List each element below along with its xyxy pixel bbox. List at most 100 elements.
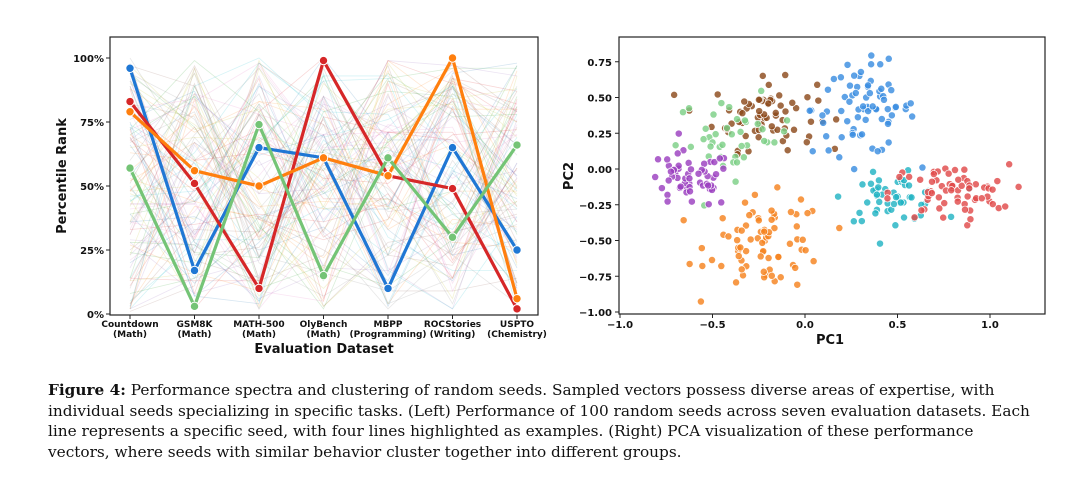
scatter-point-blue (858, 130, 866, 139)
background-seed-line (129, 121, 518, 297)
background-seed-line (129, 111, 518, 244)
scatter-point-orange (737, 265, 746, 274)
scatter-point-cyan (874, 176, 883, 185)
background-seed-line (129, 88, 518, 263)
scatter-point-orange (708, 256, 716, 264)
scatter-point-red (895, 172, 904, 181)
scatter-point-blue (843, 117, 852, 126)
background-seed-line (129, 62, 518, 256)
scatter-point-blue (884, 54, 893, 63)
scatter-point-orange (737, 226, 746, 235)
left-x-tick-label: (Math) (113, 330, 147, 340)
scatter-point-light-green (723, 124, 731, 132)
scatter-point-brown (806, 117, 815, 126)
scatter-point-blue (823, 85, 832, 94)
scatter-point-cyan (872, 190, 881, 199)
scatter-point-orange (696, 297, 705, 306)
scatter-point-blue (843, 60, 852, 69)
scatter-point-blue (808, 147, 817, 156)
point-seed-red (512, 304, 522, 314)
scatter-point-purple (704, 181, 713, 190)
background-seed-line (129, 90, 518, 284)
point-seed-blue (254, 142, 264, 153)
scatter-point-purple (686, 187, 694, 196)
scatter-point-cyan (907, 193, 916, 202)
scatter-point-blue (837, 133, 846, 142)
scatter-point-red (1014, 182, 1023, 191)
background-seed-line (129, 98, 518, 284)
scatter-point-orange (791, 263, 800, 272)
scatter-point-brown (738, 109, 747, 118)
scatter-point-brown (790, 125, 798, 134)
scatter-point-cyan (863, 198, 872, 207)
scatter-point-purple (712, 170, 721, 179)
scatter-point-orange (764, 254, 773, 263)
scatter-point-cyan (834, 192, 843, 201)
point-seed-orange (254, 181, 264, 191)
background-seed-line (129, 66, 518, 309)
left-x-tick-label: (Math) (178, 330, 212, 340)
scatter-point-purple (685, 174, 694, 183)
scatter-point-red (905, 172, 914, 181)
background-seed-line (129, 67, 518, 210)
background-seed-line (129, 75, 518, 287)
scatter-point-light-green (733, 115, 741, 124)
scatter-point-cyan (858, 180, 867, 189)
scatter-point-orange (767, 271, 776, 280)
scatter-point-blue (887, 111, 896, 120)
scatter-point-blue (861, 115, 870, 124)
scatter-point-purple (676, 182, 685, 191)
point-seed-green (125, 163, 135, 173)
scatter-point-light-green (686, 142, 695, 151)
figure: 0%25%50%75%100% Countdown(Math)GSM8K(Mat… (55, 36, 1046, 357)
scatter-point-red (977, 194, 986, 203)
background-seed-line (129, 72, 518, 305)
scatter-point-blue (877, 115, 886, 123)
scatter-point-light-green (740, 116, 749, 125)
scatter-point-blue (908, 112, 917, 121)
scatter-point-red (953, 197, 962, 206)
right-x-tick-label: 0.0 (796, 320, 814, 331)
scatter-point-orange (793, 280, 802, 289)
scatter-point-orange (679, 216, 688, 225)
scatter-point-orange (697, 244, 706, 253)
scatter-point-red (944, 169, 953, 178)
scatter-point-purple (651, 173, 660, 182)
scatter-point-orange (732, 278, 741, 287)
point-seed-green (318, 270, 329, 281)
scatter-point-brown (713, 90, 722, 99)
background-seed-line (129, 57, 518, 310)
background-seed-line (129, 73, 518, 282)
background-seed-line (129, 70, 518, 307)
background-seed-line (129, 77, 518, 190)
scatter-point-red (954, 175, 963, 184)
scatter-point-red (961, 205, 969, 214)
background-seed-line (129, 113, 518, 308)
left-x-tick-label: (Math) (242, 330, 276, 340)
point-seed-green (512, 140, 522, 150)
scatter-point-cyan (849, 217, 858, 226)
scatter-point-cyan (875, 197, 884, 206)
scatter-point-cyan (857, 217, 866, 226)
point-seed-orange (318, 153, 329, 163)
scatter-point-blue (883, 105, 892, 114)
left-x-tick-label: MATH-500 (233, 320, 284, 330)
point-seed-orange (383, 171, 393, 181)
background-seed-line (129, 72, 518, 285)
background-seed-line (130, 103, 518, 271)
caption-label: Figure 4: (48, 381, 126, 399)
background-seed-line (129, 65, 518, 208)
background-seed-line (129, 93, 518, 305)
right-x-tick-label: −1.0 (607, 320, 633, 331)
scatter-point-purple (704, 200, 713, 209)
point-seed-red (189, 178, 200, 189)
background-seed-line (129, 85, 518, 310)
scatter-point-orange (717, 262, 726, 270)
left-x-tick-label: (Chemistry) (487, 330, 547, 340)
background-seed-line (129, 92, 518, 254)
background-seed-line (129, 65, 518, 282)
background-seed-line (129, 124, 518, 261)
scatter-point-red (947, 186, 956, 195)
scatter-point-orange (835, 224, 844, 232)
scatter-point-orange (756, 252, 765, 261)
